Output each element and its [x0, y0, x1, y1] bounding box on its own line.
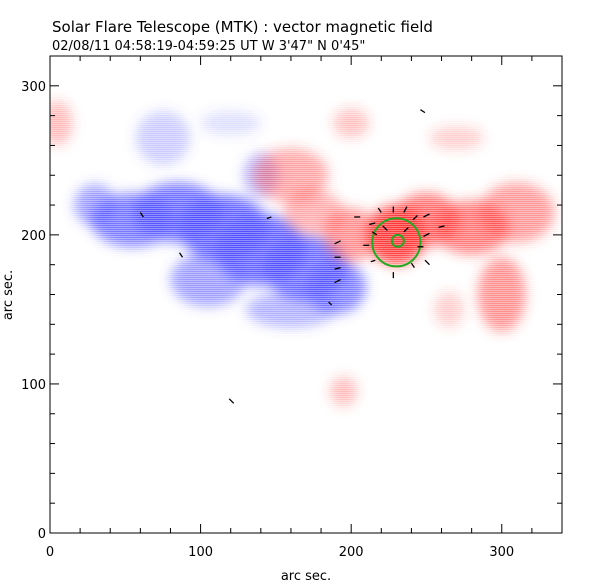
chart-subtitle: 02/08/11 04:58:19-04:59:25 UT W 3'47" N … — [52, 39, 365, 54]
field-vector-25 — [403, 226, 409, 233]
y-axis-label: arc sec. — [1, 270, 16, 320]
field-vector-13 — [377, 207, 382, 213]
flare-circle — [371, 217, 422, 268]
field-vector-27 — [420, 109, 426, 114]
field-vector-8 — [334, 279, 341, 284]
y-tick-label-0: 0 — [38, 527, 46, 542]
field-vector-26 — [382, 225, 388, 231]
field-vector-1 — [178, 252, 184, 258]
x-tick-label-200: 200 — [339, 545, 364, 560]
x-tick-label-100: 100 — [188, 545, 213, 560]
field-vector-3 — [228, 398, 235, 404]
axis-ticks — [49, 55, 563, 534]
field-vector-14 — [412, 215, 418, 221]
plot-area — [50, 56, 562, 533]
field-vector-21 — [410, 262, 415, 269]
y-tick-labels: 0 100 200 300 — [21, 80, 46, 542]
field-vector-19 — [370, 259, 376, 263]
x-tick-label-300: 300 — [489, 545, 514, 560]
x-tick-labels: 0 100 200 300 — [46, 545, 514, 560]
field-vector-10 — [369, 222, 376, 226]
field-vector-0 — [139, 212, 144, 218]
field-vector-12 — [403, 206, 408, 213]
flare-circle-inner — [390, 233, 405, 248]
y-tick-label-300: 300 — [21, 80, 46, 95]
x-axis-label: arc sec. — [281, 569, 331, 584]
chart-title: Solar Flare Telescope (MTK) : vector mag… — [52, 18, 433, 36]
field-vector-2 — [266, 216, 272, 220]
field-vectors — [139, 109, 445, 404]
field-vector-24 — [423, 232, 430, 237]
field-vector-15 — [423, 213, 430, 218]
x-tick-label-0: 0 — [46, 545, 54, 560]
field-vector-23 — [424, 259, 430, 266]
field-vector-16 — [438, 225, 445, 229]
field-vector-4 — [328, 301, 333, 306]
field-vector-17 — [371, 231, 378, 236]
scan-texture — [50, 56, 562, 533]
y-tick-label-200: 200 — [21, 229, 46, 244]
field-vector-5 — [334, 240, 341, 245]
y-tick-label-100: 100 — [21, 378, 46, 393]
field-vector-7 — [334, 267, 341, 270]
